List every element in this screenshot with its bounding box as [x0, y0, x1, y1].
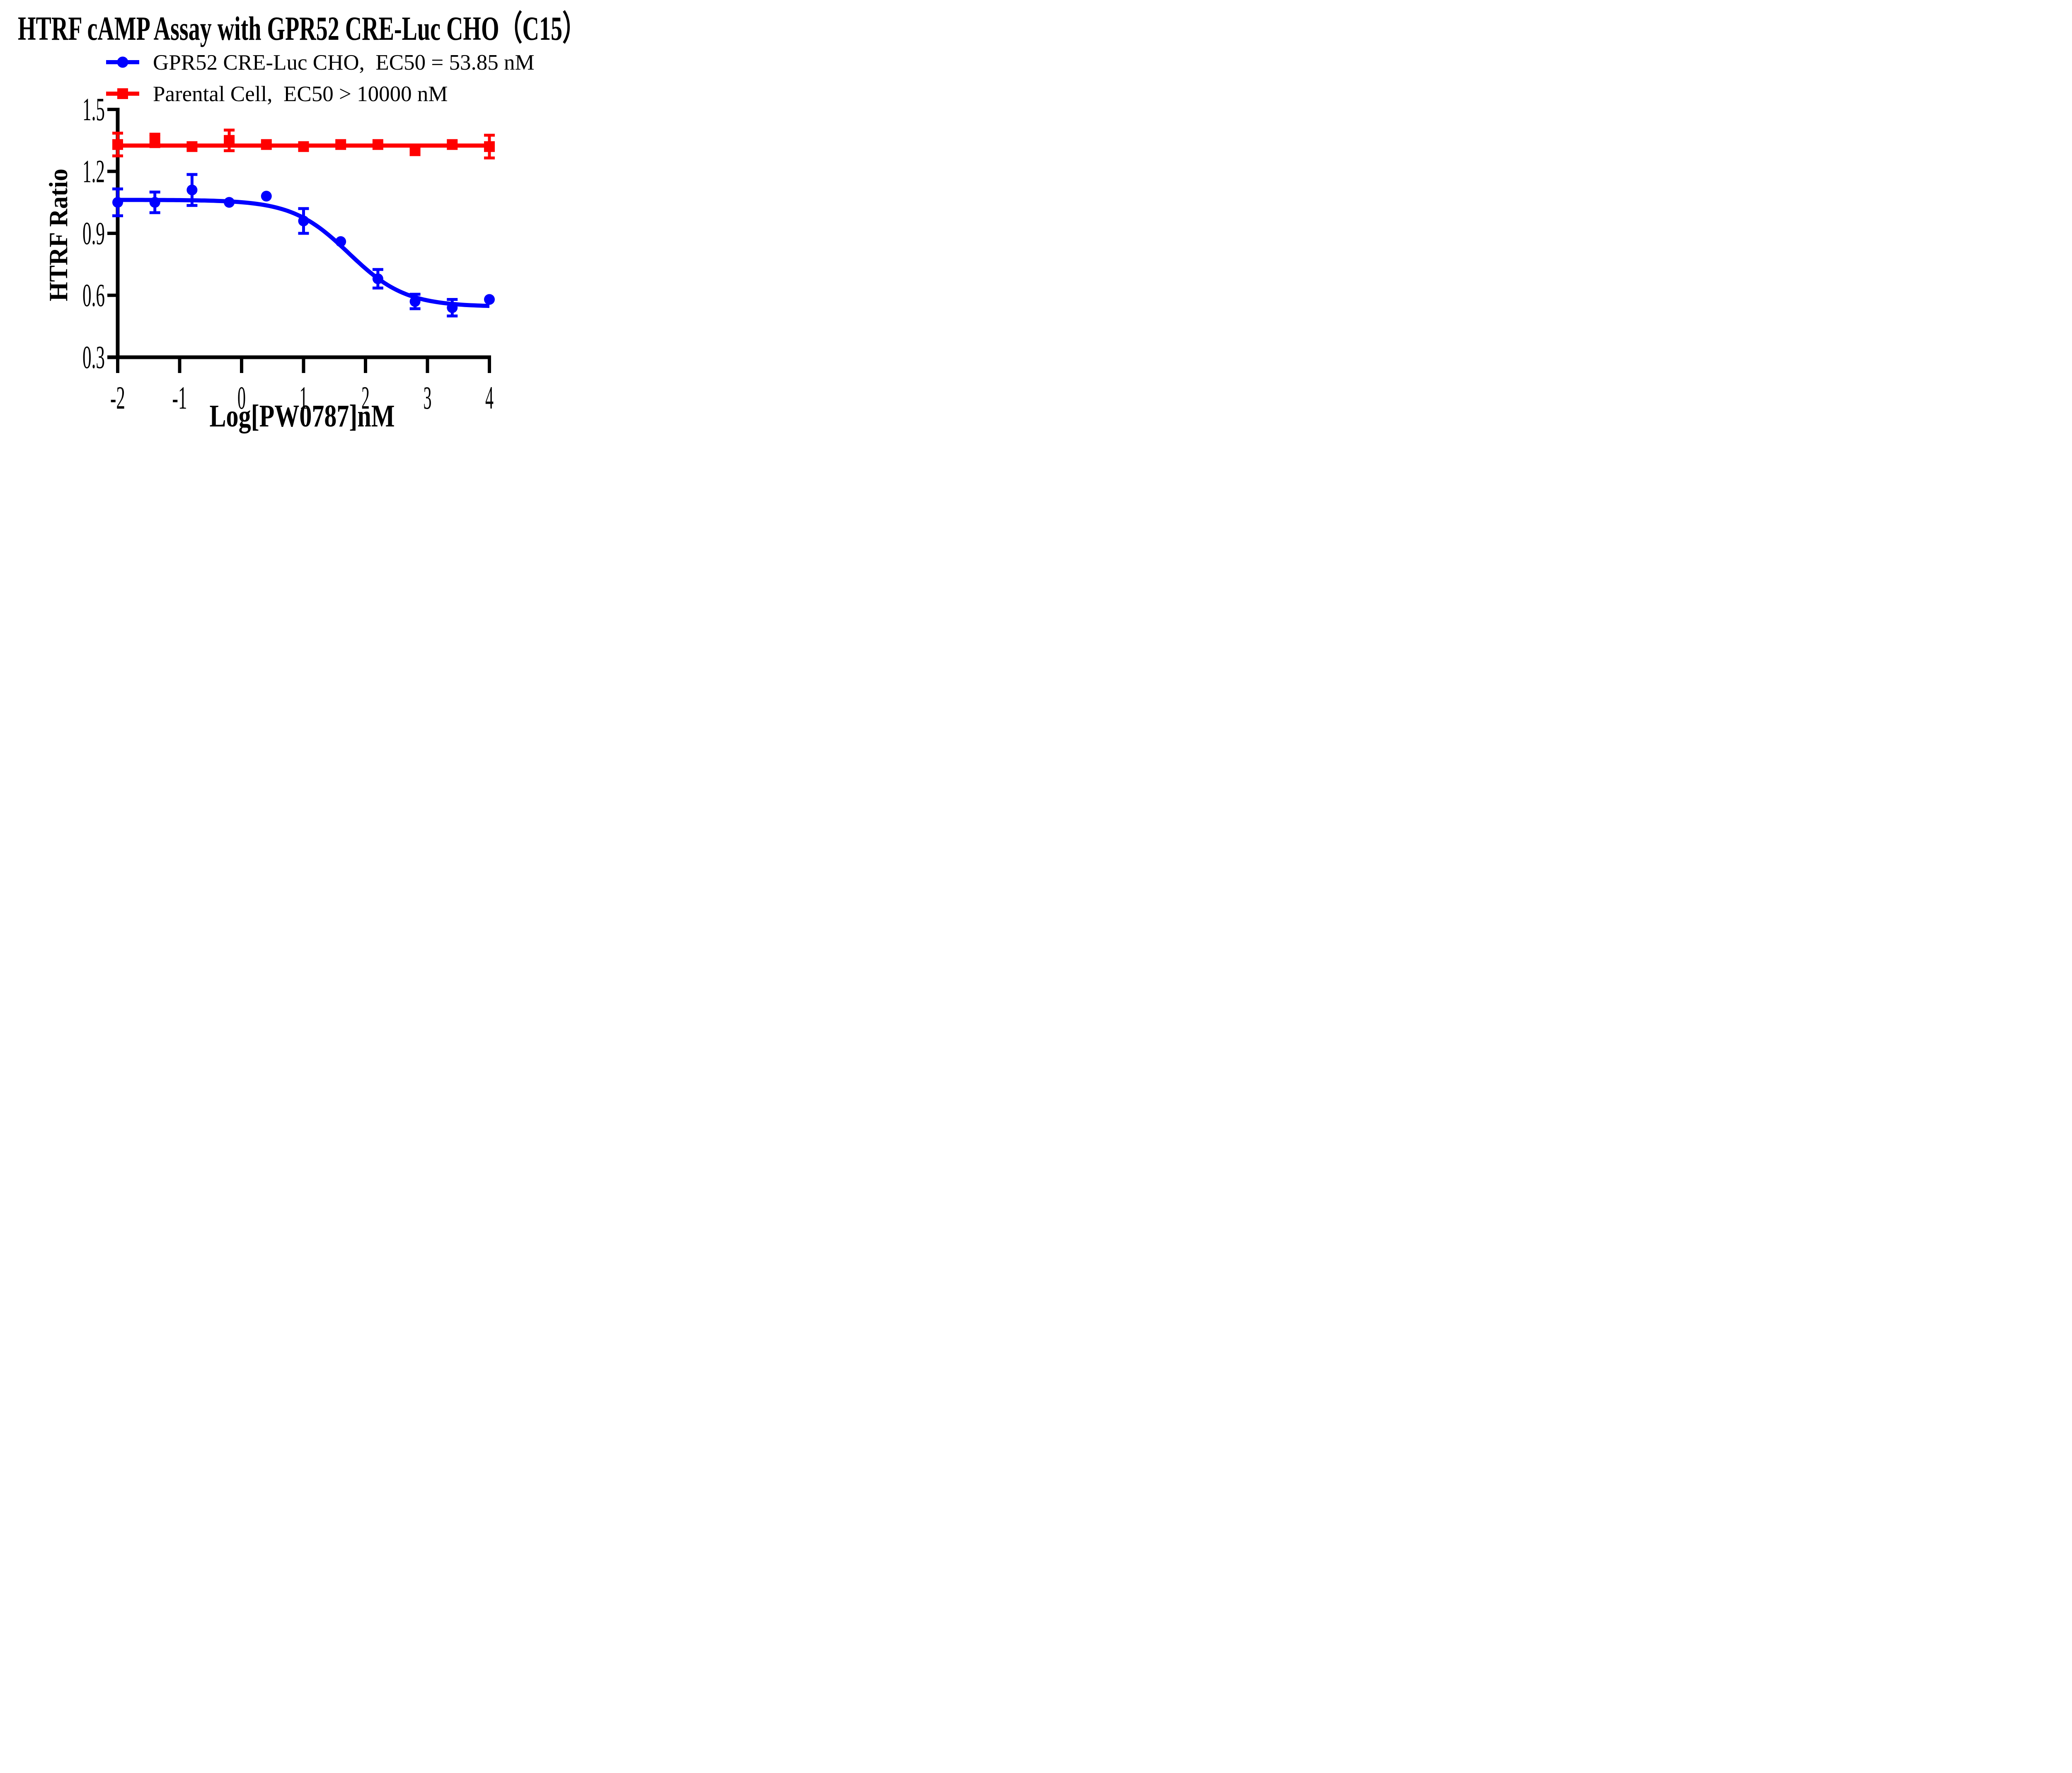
data-point: [298, 141, 309, 152]
x-tick-label: 1: [300, 380, 308, 416]
chart-title: HTRF cAMP Assay with GPR52 CRE-Luc CHO（C…: [18, 10, 586, 47]
ticks-layer: -2 -1 0 1 2 3 4 1.5 1.2 0.9 0.6 0.3: [82, 91, 494, 416]
legend: GPR52 CRE-Luc CHO, EC50 = 53.85 nM Paren…: [106, 51, 535, 106]
x-tick-label: -2: [110, 380, 125, 416]
data-point: [261, 191, 272, 202]
data-point: [224, 135, 235, 146]
plot-svg: HTRF cAMP Assay with GPR52 CRE-Luc CHO（C…: [18, 10, 586, 434]
data-layer: [112, 128, 495, 317]
x-tick-label: 4: [485, 380, 494, 416]
y-tick-label: 0.3: [82, 339, 105, 375]
y-tick-label: 1.5: [82, 91, 105, 127]
y-tick-label: 0.6: [82, 277, 105, 313]
data-point: [409, 145, 421, 156]
data-point: [372, 273, 383, 284]
series-gpr52-cre-luc-cho: [112, 173, 495, 317]
x-axis-title: Log[PW0787]nM: [210, 399, 395, 434]
y-tick-label: 1.2: [82, 153, 105, 189]
data-point: [149, 197, 160, 208]
y-axis-title: HTRF Ratio: [44, 169, 73, 301]
x-tick-label: 2: [361, 380, 370, 416]
series-parental-cell: [112, 128, 495, 160]
data-point: [298, 216, 309, 227]
legend-item-gpr52: GPR52 CRE-Luc CHO, EC50 = 53.85 nM: [106, 51, 535, 75]
x-tick-label: 0: [237, 380, 246, 416]
data-point: [112, 139, 123, 150]
legend-square-icon: [117, 88, 128, 99]
legend-label-parental: Parental Cell, EC50 > 10000 nM: [153, 82, 448, 106]
data-point: [224, 197, 235, 208]
x-tick-label: 3: [424, 380, 432, 416]
y-tick-label: 0.9: [82, 215, 105, 251]
data-point: [335, 236, 346, 247]
legend-label-gpr52: GPR52 CRE-Luc CHO, EC50 = 53.85 nM: [153, 51, 535, 75]
legend-item-parental: Parental Cell, EC50 > 10000 nM: [106, 82, 448, 106]
x-tick-label: -1: [172, 380, 187, 416]
data-point: [261, 139, 272, 150]
data-point: [186, 141, 198, 152]
data-point: [149, 135, 160, 146]
data-point: [335, 139, 346, 150]
data-point: [447, 302, 458, 313]
data-point: [484, 141, 495, 152]
data-point: [186, 184, 198, 196]
data-point: [447, 139, 458, 150]
data-point: [372, 139, 383, 150]
data-point: [484, 294, 495, 305]
legend-circle-icon: [117, 56, 128, 68]
data-point: [112, 197, 123, 208]
figure: HTRF cAMP Assay with GPR52 CRE-Luc CHO（C…: [0, 0, 602, 443]
data-point: [409, 296, 421, 307]
